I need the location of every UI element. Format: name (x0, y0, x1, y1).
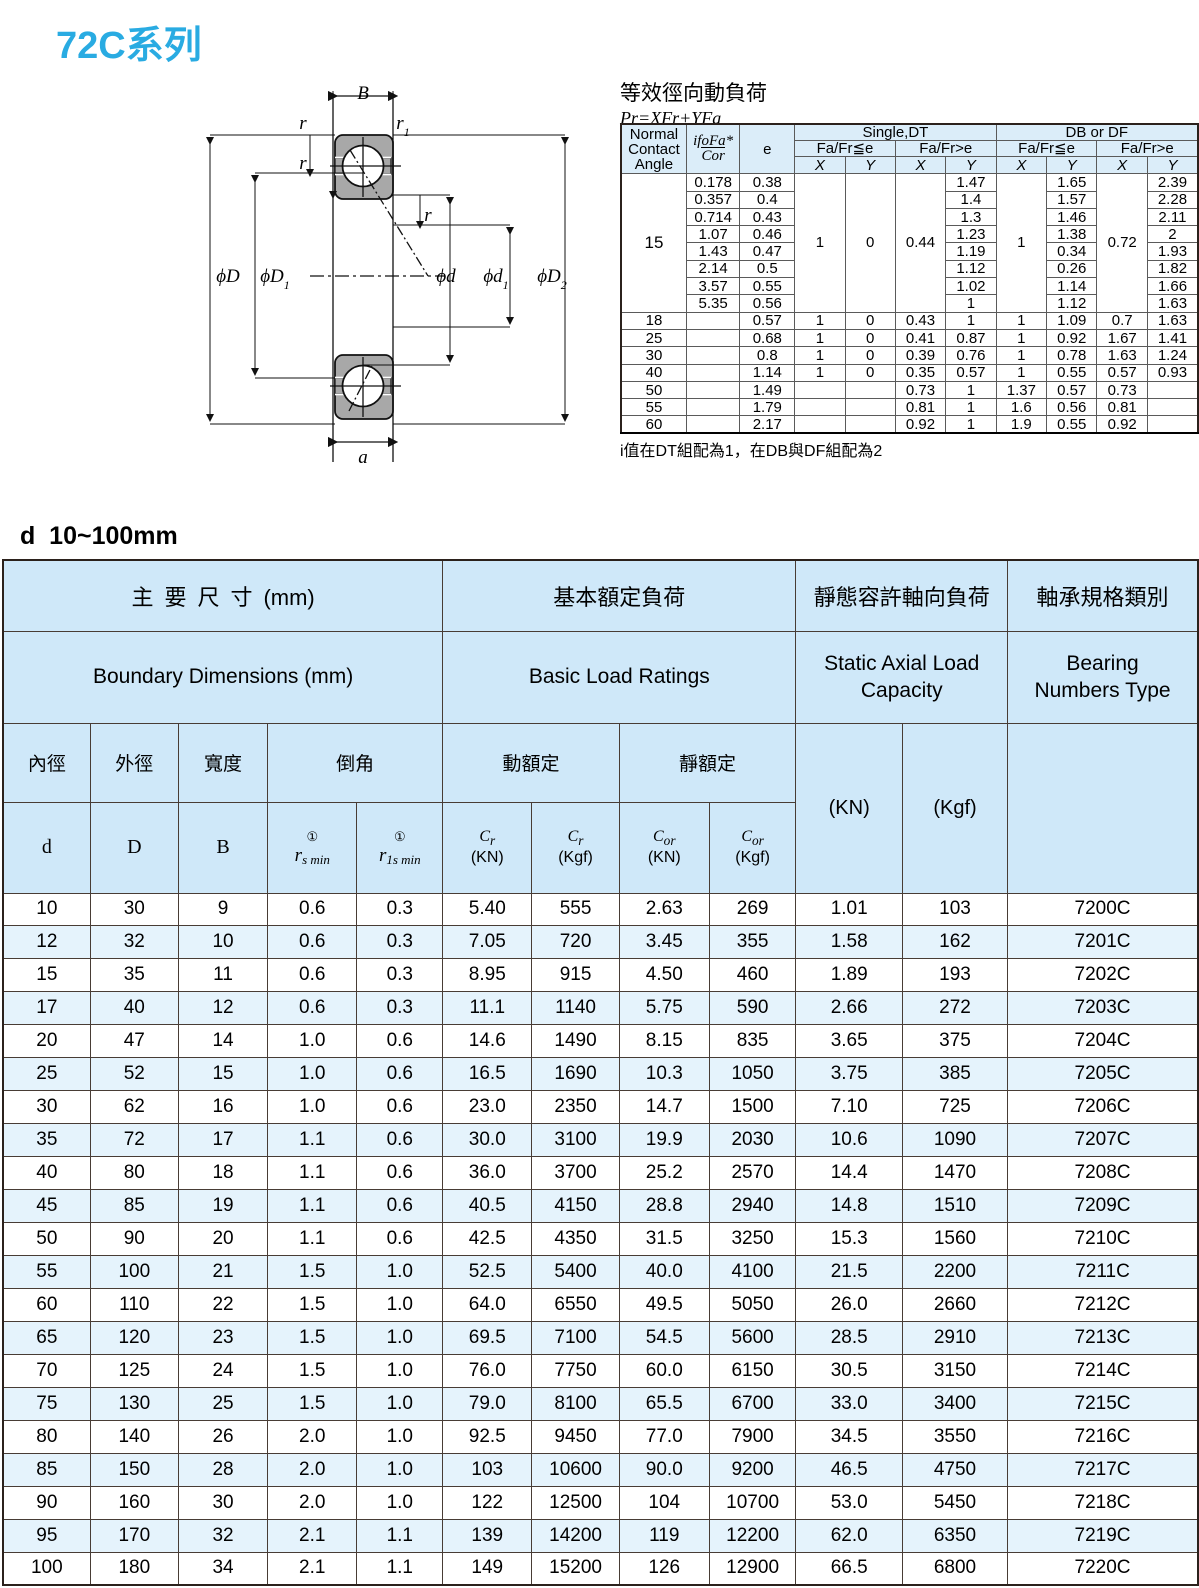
svg-text:r: r (299, 153, 307, 174)
svg-text:a: a (358, 447, 368, 468)
svg-text:ϕD1: ϕD1 (260, 266, 290, 292)
svg-text:ϕd1: ϕd1 (483, 266, 508, 292)
svg-text:ϕD2: ϕD2 (537, 266, 567, 292)
svg-text:ϕd: ϕd (436, 266, 456, 287)
svg-text:B: B (357, 85, 369, 104)
svg-text:ϕD: ϕD (216, 266, 240, 287)
svg-text:r: r (299, 113, 307, 134)
svg-text:r: r (424, 205, 432, 226)
